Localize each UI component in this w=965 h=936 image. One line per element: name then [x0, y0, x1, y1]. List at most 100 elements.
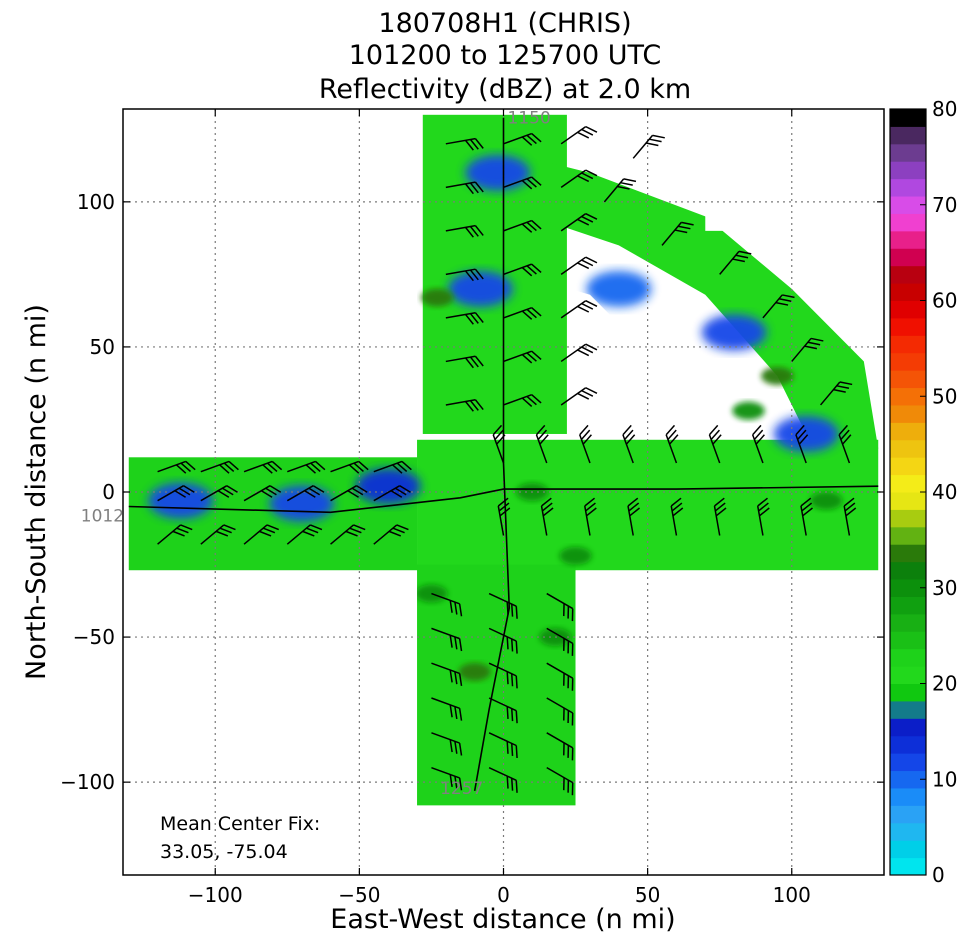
barb-flag: [454, 601, 458, 615]
barb-flag: [735, 254, 749, 259]
barb-flag: [571, 712, 574, 726]
wind-barb: [157, 460, 196, 474]
barb-flag: [353, 462, 364, 472]
colorbar-swatch: [890, 822, 926, 841]
barb-flag: [585, 343, 598, 351]
wind-barb: [431, 732, 463, 756]
wind-barb: [503, 306, 542, 320]
region-ne-band: [497, 149, 879, 463]
barb-flag: [353, 524, 366, 531]
barb-shaft: [431, 697, 460, 709]
wind-barb: [445, 355, 484, 369]
barb-flag: [623, 178, 637, 183]
barb-flag: [474, 399, 484, 411]
wind-barb: [560, 343, 598, 363]
barb-flag: [469, 400, 479, 411]
barb-flag: [449, 669, 453, 683]
no-data-areas: [123, 109, 884, 875]
barb-flag: [315, 460, 326, 471]
barb-shaft: [488, 732, 517, 747]
barb-flag: [180, 524, 193, 531]
barb-flag: [464, 183, 474, 195]
barb-flag: [348, 464, 360, 474]
barb-flag: [260, 490, 273, 498]
barb-flag: [531, 263, 542, 273]
barb-flag: [515, 641, 518, 654]
echo-core: [415, 584, 448, 603]
wind-barb: [762, 294, 795, 319]
barb-flag: [180, 462, 191, 472]
colorbar-swatch: [890, 544, 926, 563]
barb-flag: [510, 778, 514, 791]
barb-flag: [526, 265, 537, 275]
barb-flag: [577, 392, 590, 400]
barb-flag: [581, 259, 594, 267]
barb-flag: [526, 134, 537, 145]
barb-flag: [392, 464, 403, 474]
barb-shaft: [287, 460, 316, 473]
barb-flag: [563, 742, 565, 756]
echo-cores: [148, 154, 843, 681]
barb-shaft: [503, 176, 532, 189]
barb-flag: [458, 638, 463, 652]
barb-flag: [494, 429, 504, 440]
region-south-arm: [417, 564, 576, 806]
track-start-label: 1150: [508, 109, 551, 129]
echo-core: [761, 366, 794, 385]
barb-flag: [449, 774, 453, 787]
barb-flag: [223, 462, 235, 472]
barb-flag: [672, 507, 684, 517]
barb-flag: [392, 527, 405, 534]
barb-flag: [271, 460, 283, 471]
wind-barb: [373, 460, 412, 474]
barb-flag: [449, 739, 453, 753]
barb-flag: [469, 269, 479, 281]
barb-flag: [464, 270, 474, 282]
barb-flag: [454, 671, 458, 685]
barb-flag: [585, 256, 598, 264]
barb-flag: [267, 462, 278, 472]
barb-flag: [358, 460, 369, 471]
barb-shaft: [503, 263, 532, 276]
barb-flag: [531, 132, 542, 143]
barb-flag: [800, 497, 812, 507]
barb-shaft: [157, 460, 187, 473]
x-tick-label: 100: [773, 883, 811, 907]
barb-shaft: [431, 662, 460, 675]
barb-flag: [215, 530, 229, 537]
barb-flag: [396, 462, 408, 472]
barb-flag: [449, 600, 453, 613]
barb-flag: [755, 434, 765, 445]
wind-barb: [445, 311, 484, 325]
mean-center-fix-value: 33.05, -75.04: [160, 841, 288, 863]
colorbar-swatch: [890, 283, 926, 301]
barb-flag: [308, 487, 321, 496]
barb-flag: [585, 169, 598, 177]
no-data-gap: [575, 570, 884, 875]
barb-flag: [474, 225, 484, 236]
barb-shaft: [488, 766, 517, 782]
barb-flag: [581, 128, 594, 136]
wind-barb: [713, 497, 727, 536]
colorbar-swatch: [890, 196, 926, 214]
colorbar-tick-label: 60: [932, 289, 957, 313]
wind-barb: [445, 224, 484, 238]
barb-flag: [622, 424, 632, 436]
barb-flag: [775, 301, 789, 306]
colorbar-swatch: [890, 596, 926, 615]
mean-center-fix-label: Mean Center Fix:: [160, 813, 320, 835]
wind-barb: [751, 424, 765, 464]
barb-flag: [469, 313, 479, 324]
wind-barb: [708, 424, 722, 464]
colorbar-swatch: [890, 300, 926, 319]
barb-flag: [506, 671, 509, 685]
barb-flag: [474, 138, 484, 149]
barb-flag: [262, 464, 273, 474]
wind-barb: [286, 524, 323, 545]
barb-flag: [515, 606, 518, 619]
barb-flag: [531, 350, 542, 361]
barb-flag: [526, 221, 537, 232]
wind-barb: [431, 662, 463, 686]
wind-barb: [200, 460, 239, 474]
